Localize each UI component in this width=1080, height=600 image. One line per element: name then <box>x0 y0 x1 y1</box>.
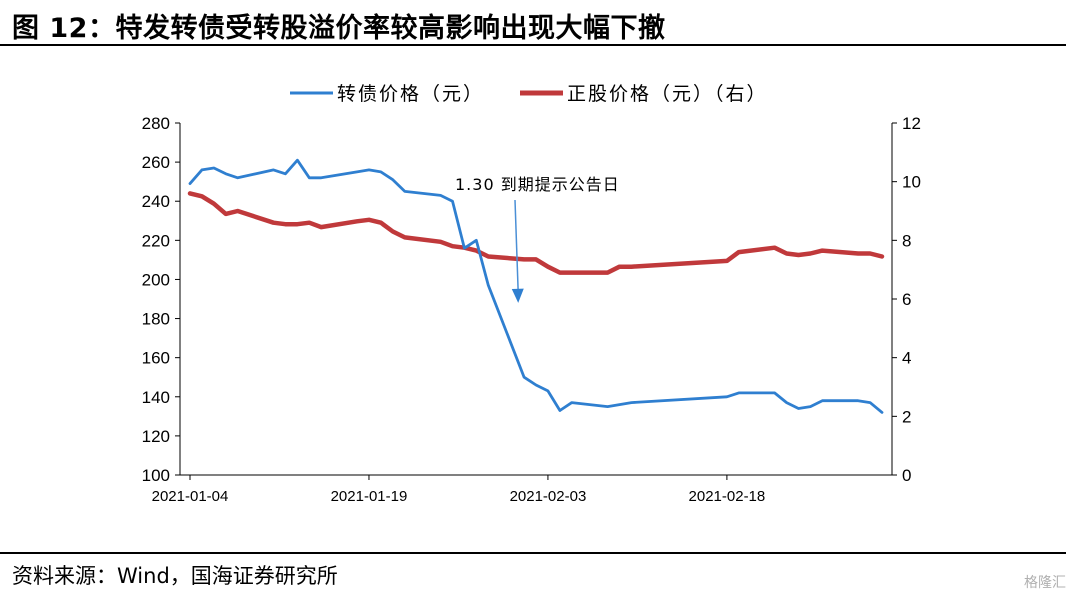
y-tick-label: 280 <box>142 114 170 133</box>
y-tick-label: 180 <box>142 310 170 329</box>
y2-tick-label: 4 <box>902 349 911 368</box>
annotation-label: 1.30 到期提示公告日 <box>455 175 620 194</box>
y2-tick-label: 0 <box>902 466 911 485</box>
legend-label-bond: 转债价格（元） <box>337 83 484 105</box>
figure-title: 图 12：特发转债受转股溢价率较高影响出现大幅下撤 <box>12 13 666 44</box>
source-note: 资料来源：Wind，国海证券研究所 <box>12 564 338 588</box>
y2-tick-label: 2 <box>902 407 911 426</box>
x-tick-label: 2021-02-03 <box>510 488 587 505</box>
chart-axes: 100 120 140 160 180 200 220 240 260 280 0 2 4 6 8 10 12 2… <box>142 114 921 505</box>
y-tick-label: 140 <box>142 388 170 407</box>
watermark: 格隆汇 <box>1024 575 1066 591</box>
y-tick-label: 220 <box>142 231 170 250</box>
y2-tick-label: 10 <box>902 173 921 192</box>
y-tick-label: 100 <box>142 466 170 485</box>
series-layer <box>187 158 885 414</box>
y2-tick-label: 12 <box>902 114 921 133</box>
annotation-arrow <box>514 199 519 293</box>
x-tick-label: 2021-01-04 <box>152 488 229 505</box>
y-tick-label: 200 <box>142 270 170 289</box>
series-line-bond <box>188 158 884 414</box>
legend-label-stock: 正股价格（元）（右） <box>567 83 768 105</box>
series-line-stock <box>187 191 885 275</box>
x-tick-label: 2021-01-19 <box>331 488 408 505</box>
footer-rule <box>0 552 1066 554</box>
y-tick-label: 240 <box>142 192 170 211</box>
annotation-arrowhead <box>511 288 524 303</box>
line-chart: 100 120 140 160 180 200 220 240 260 280 0 2 4 6 8 10 12 2… <box>142 83 921 505</box>
title-rule <box>0 44 1066 46</box>
x-tick-label: 2021-02-18 <box>689 488 766 505</box>
chart-legend: 转债价格（元） 正股价格（元）（右） <box>290 83 768 105</box>
y-tick-label: 160 <box>142 349 170 368</box>
y-tick-label: 120 <box>142 427 170 446</box>
chart-annotation: 1.30 到期提示公告日 <box>455 175 620 303</box>
y2-tick-label: 6 <box>902 290 911 309</box>
y-tick-label: 260 <box>142 153 170 172</box>
y2-tick-label: 8 <box>902 231 911 250</box>
